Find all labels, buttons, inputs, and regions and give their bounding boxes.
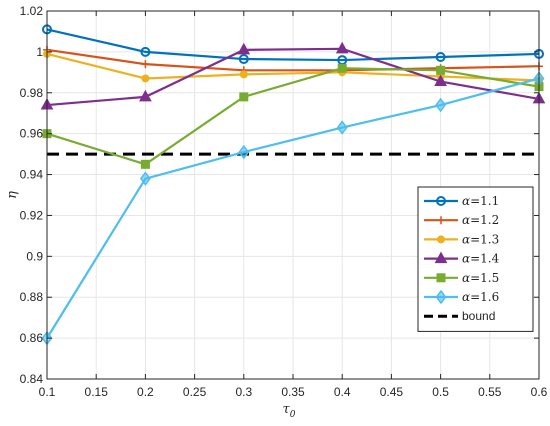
series-line bbox=[46, 28, 540, 62]
legend-item: α=1.1 bbox=[424, 194, 499, 208]
data-point bbox=[434, 74, 447, 87]
x-tick-label: 0.55 bbox=[478, 385, 502, 399]
legend-marker bbox=[437, 235, 445, 244]
legend-marker bbox=[437, 216, 445, 225]
legend-marker bbox=[434, 251, 448, 264]
data-point bbox=[141, 60, 150, 69]
data-point bbox=[139, 89, 152, 102]
data-point bbox=[140, 159, 150, 169]
y-tick-label: 1.02 bbox=[20, 4, 44, 18]
legend-label-value: =1.2 bbox=[470, 213, 499, 227]
legend-marker bbox=[436, 273, 446, 283]
data-point bbox=[436, 65, 446, 75]
legend-label-value: =1.3 bbox=[470, 232, 499, 246]
data-point bbox=[239, 92, 249, 102]
data-point bbox=[237, 42, 251, 55]
axes bbox=[46, 10, 540, 380]
legend-label: α=1.2 bbox=[462, 213, 499, 227]
x-tick-label: 0.3 bbox=[235, 385, 252, 399]
y-tick-label: 0.94 bbox=[20, 168, 44, 182]
data-point bbox=[435, 97, 447, 113]
series-4 bbox=[40, 41, 546, 110]
legend-item: α=1.4 bbox=[424, 251, 500, 266]
y-tick-label: 0.92 bbox=[20, 208, 44, 222]
series-line bbox=[46, 48, 540, 72]
y-tick-label: 0.86 bbox=[20, 331, 44, 345]
legend-item: α=1.6 bbox=[424, 289, 499, 305]
x-tick-label: 0.45 bbox=[380, 385, 404, 399]
legend-label-value: =1.5 bbox=[470, 271, 499, 285]
x-axis-label-main: τ bbox=[283, 402, 291, 417]
x-tick-label: 0.35 bbox=[281, 385, 305, 399]
y-tick-label: 1 bbox=[36, 45, 43, 59]
legend-marker bbox=[435, 289, 447, 305]
legend-item: α=1.3 bbox=[424, 232, 499, 246]
legend-label-symbol: α bbox=[462, 232, 470, 246]
legend-label-symbol: α bbox=[462, 252, 470, 266]
x-tick-label: 0.5 bbox=[432, 385, 449, 399]
legend-label-symbol: α bbox=[462, 271, 470, 285]
tick-labels: 0.1 0.15 0.2 0.25 0.3 0.35 0.4 0.45 0.5 0.55 0.6 0.… bbox=[20, 4, 548, 399]
data-point bbox=[140, 46, 151, 57]
data-point bbox=[239, 70, 248, 79]
data-point bbox=[335, 41, 349, 54]
legend-label: bound bbox=[462, 309, 495, 323]
legend-item: α=1.2 bbox=[424, 213, 499, 227]
series-layer bbox=[40, 24, 546, 346]
x-axis-label: τ0 bbox=[283, 402, 296, 420]
y-tick-label: 0.98 bbox=[20, 86, 44, 100]
series-line bbox=[46, 77, 540, 339]
y-tick-label: 0.88 bbox=[20, 290, 44, 304]
y-tick-label: 0.84 bbox=[20, 372, 44, 386]
y-tick-label: 0.96 bbox=[20, 127, 44, 141]
legend-label-value: =1.1 bbox=[470, 194, 499, 208]
data-point bbox=[141, 74, 150, 83]
x-axis-label-subscript: 0 bbox=[290, 410, 296, 420]
legend-label-symbol: α bbox=[462, 290, 470, 304]
legend-label: α=1.5 bbox=[462, 271, 499, 285]
data-point bbox=[238, 54, 249, 65]
y-axis-label: η bbox=[5, 191, 20, 199]
legend-label-symbol: α bbox=[462, 213, 470, 227]
legend-label: α=1.1 bbox=[462, 194, 499, 208]
x-tick-label: 0.2 bbox=[137, 385, 154, 399]
x-tick-label: 0.4 bbox=[334, 385, 351, 399]
x-tick-label: 0.1 bbox=[39, 385, 56, 399]
data-point bbox=[336, 120, 348, 135]
x-tick-label: 0.25 bbox=[183, 385, 207, 399]
legend-marker bbox=[436, 196, 446, 206]
legend-label: α=1.4 bbox=[462, 252, 500, 266]
legend-label: α=1.6 bbox=[462, 290, 499, 304]
x-tick-label: 0.15 bbox=[85, 385, 109, 399]
legend-item: α=1.5 bbox=[424, 271, 499, 285]
series-line bbox=[46, 52, 540, 82]
data-point bbox=[139, 171, 151, 186]
legend-item: bound bbox=[424, 309, 495, 323]
series-line bbox=[46, 67, 540, 166]
y-tick-label: 0.9 bbox=[26, 249, 43, 263]
data-point bbox=[238, 144, 250, 160]
data-point bbox=[337, 63, 347, 73]
legend-label-symbol: α bbox=[462, 194, 470, 208]
series-line bbox=[46, 47, 540, 107]
legend-label: α=1.3 bbox=[462, 232, 499, 246]
legend-label-value: =1.6 bbox=[470, 290, 499, 304]
legend-label-value: =1.4 bbox=[470, 252, 500, 266]
x-tick-label: 0.6 bbox=[531, 385, 548, 399]
data-point bbox=[435, 52, 446, 62]
